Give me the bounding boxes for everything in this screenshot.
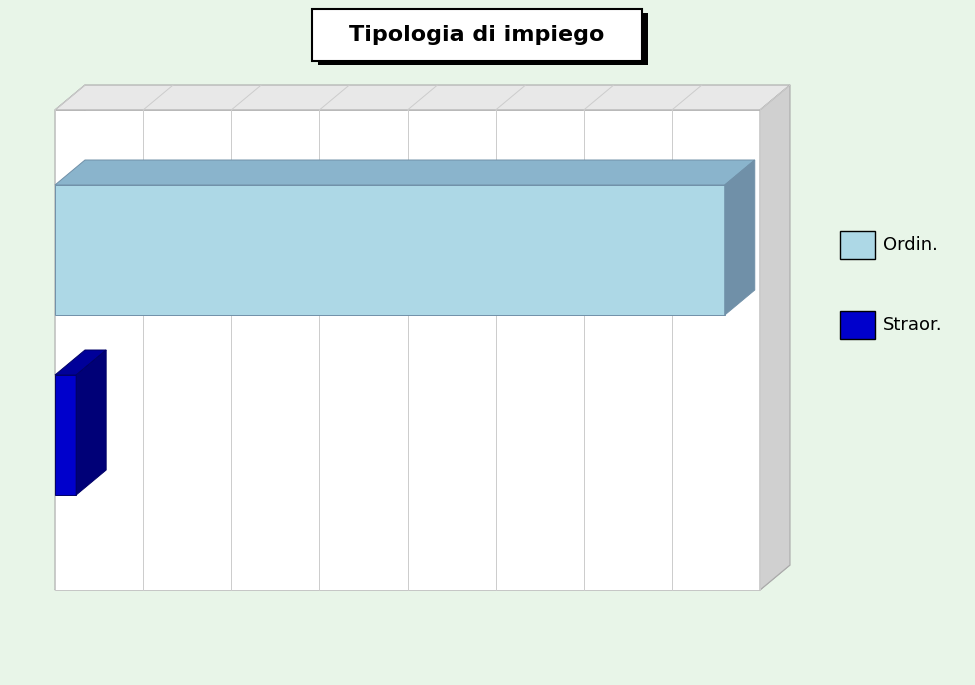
Text: Ordin.: Ordin. [883, 236, 938, 254]
Polygon shape [55, 565, 790, 590]
Polygon shape [840, 311, 875, 339]
Polygon shape [318, 13, 648, 65]
Polygon shape [76, 350, 106, 495]
Polygon shape [760, 85, 790, 590]
Polygon shape [55, 110, 760, 590]
Polygon shape [55, 185, 724, 315]
Polygon shape [55, 85, 85, 590]
Polygon shape [55, 85, 790, 110]
Polygon shape [55, 160, 755, 185]
Polygon shape [724, 160, 755, 315]
Polygon shape [55, 350, 106, 375]
Polygon shape [312, 9, 642, 61]
Polygon shape [840, 231, 875, 259]
Text: Straor.: Straor. [883, 316, 943, 334]
Text: Tipologia di impiego: Tipologia di impiego [349, 25, 604, 45]
Polygon shape [55, 375, 76, 495]
